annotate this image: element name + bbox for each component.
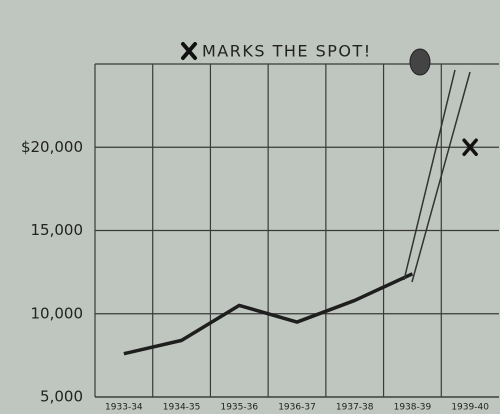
chart-title: MARKS THE SPOT!: [202, 42, 372, 61]
y-tick-label: 10,000: [31, 304, 84, 322]
x-tick-label: 1938-39: [394, 403, 432, 413]
x-tick-label: 1937-38: [336, 403, 374, 413]
x-tick-label: 1935-36: [220, 403, 258, 413]
y-tick-label: 5,000: [40, 388, 83, 406]
x-tick-label: 1934-35: [163, 403, 201, 413]
y-tick-label: $20,000: [21, 138, 83, 156]
x-tick-label: 1933-34: [105, 403, 143, 413]
chart: MARKS THE SPOT! 5,000 10,000 15,000 $20,000…: [0, 0, 500, 414]
illustration: [410, 49, 430, 75]
x-tick-label: 1936-37: [278, 403, 316, 413]
x-tick-label: 1939-40: [451, 403, 489, 413]
y-tick-label: 15,000: [31, 221, 84, 239]
